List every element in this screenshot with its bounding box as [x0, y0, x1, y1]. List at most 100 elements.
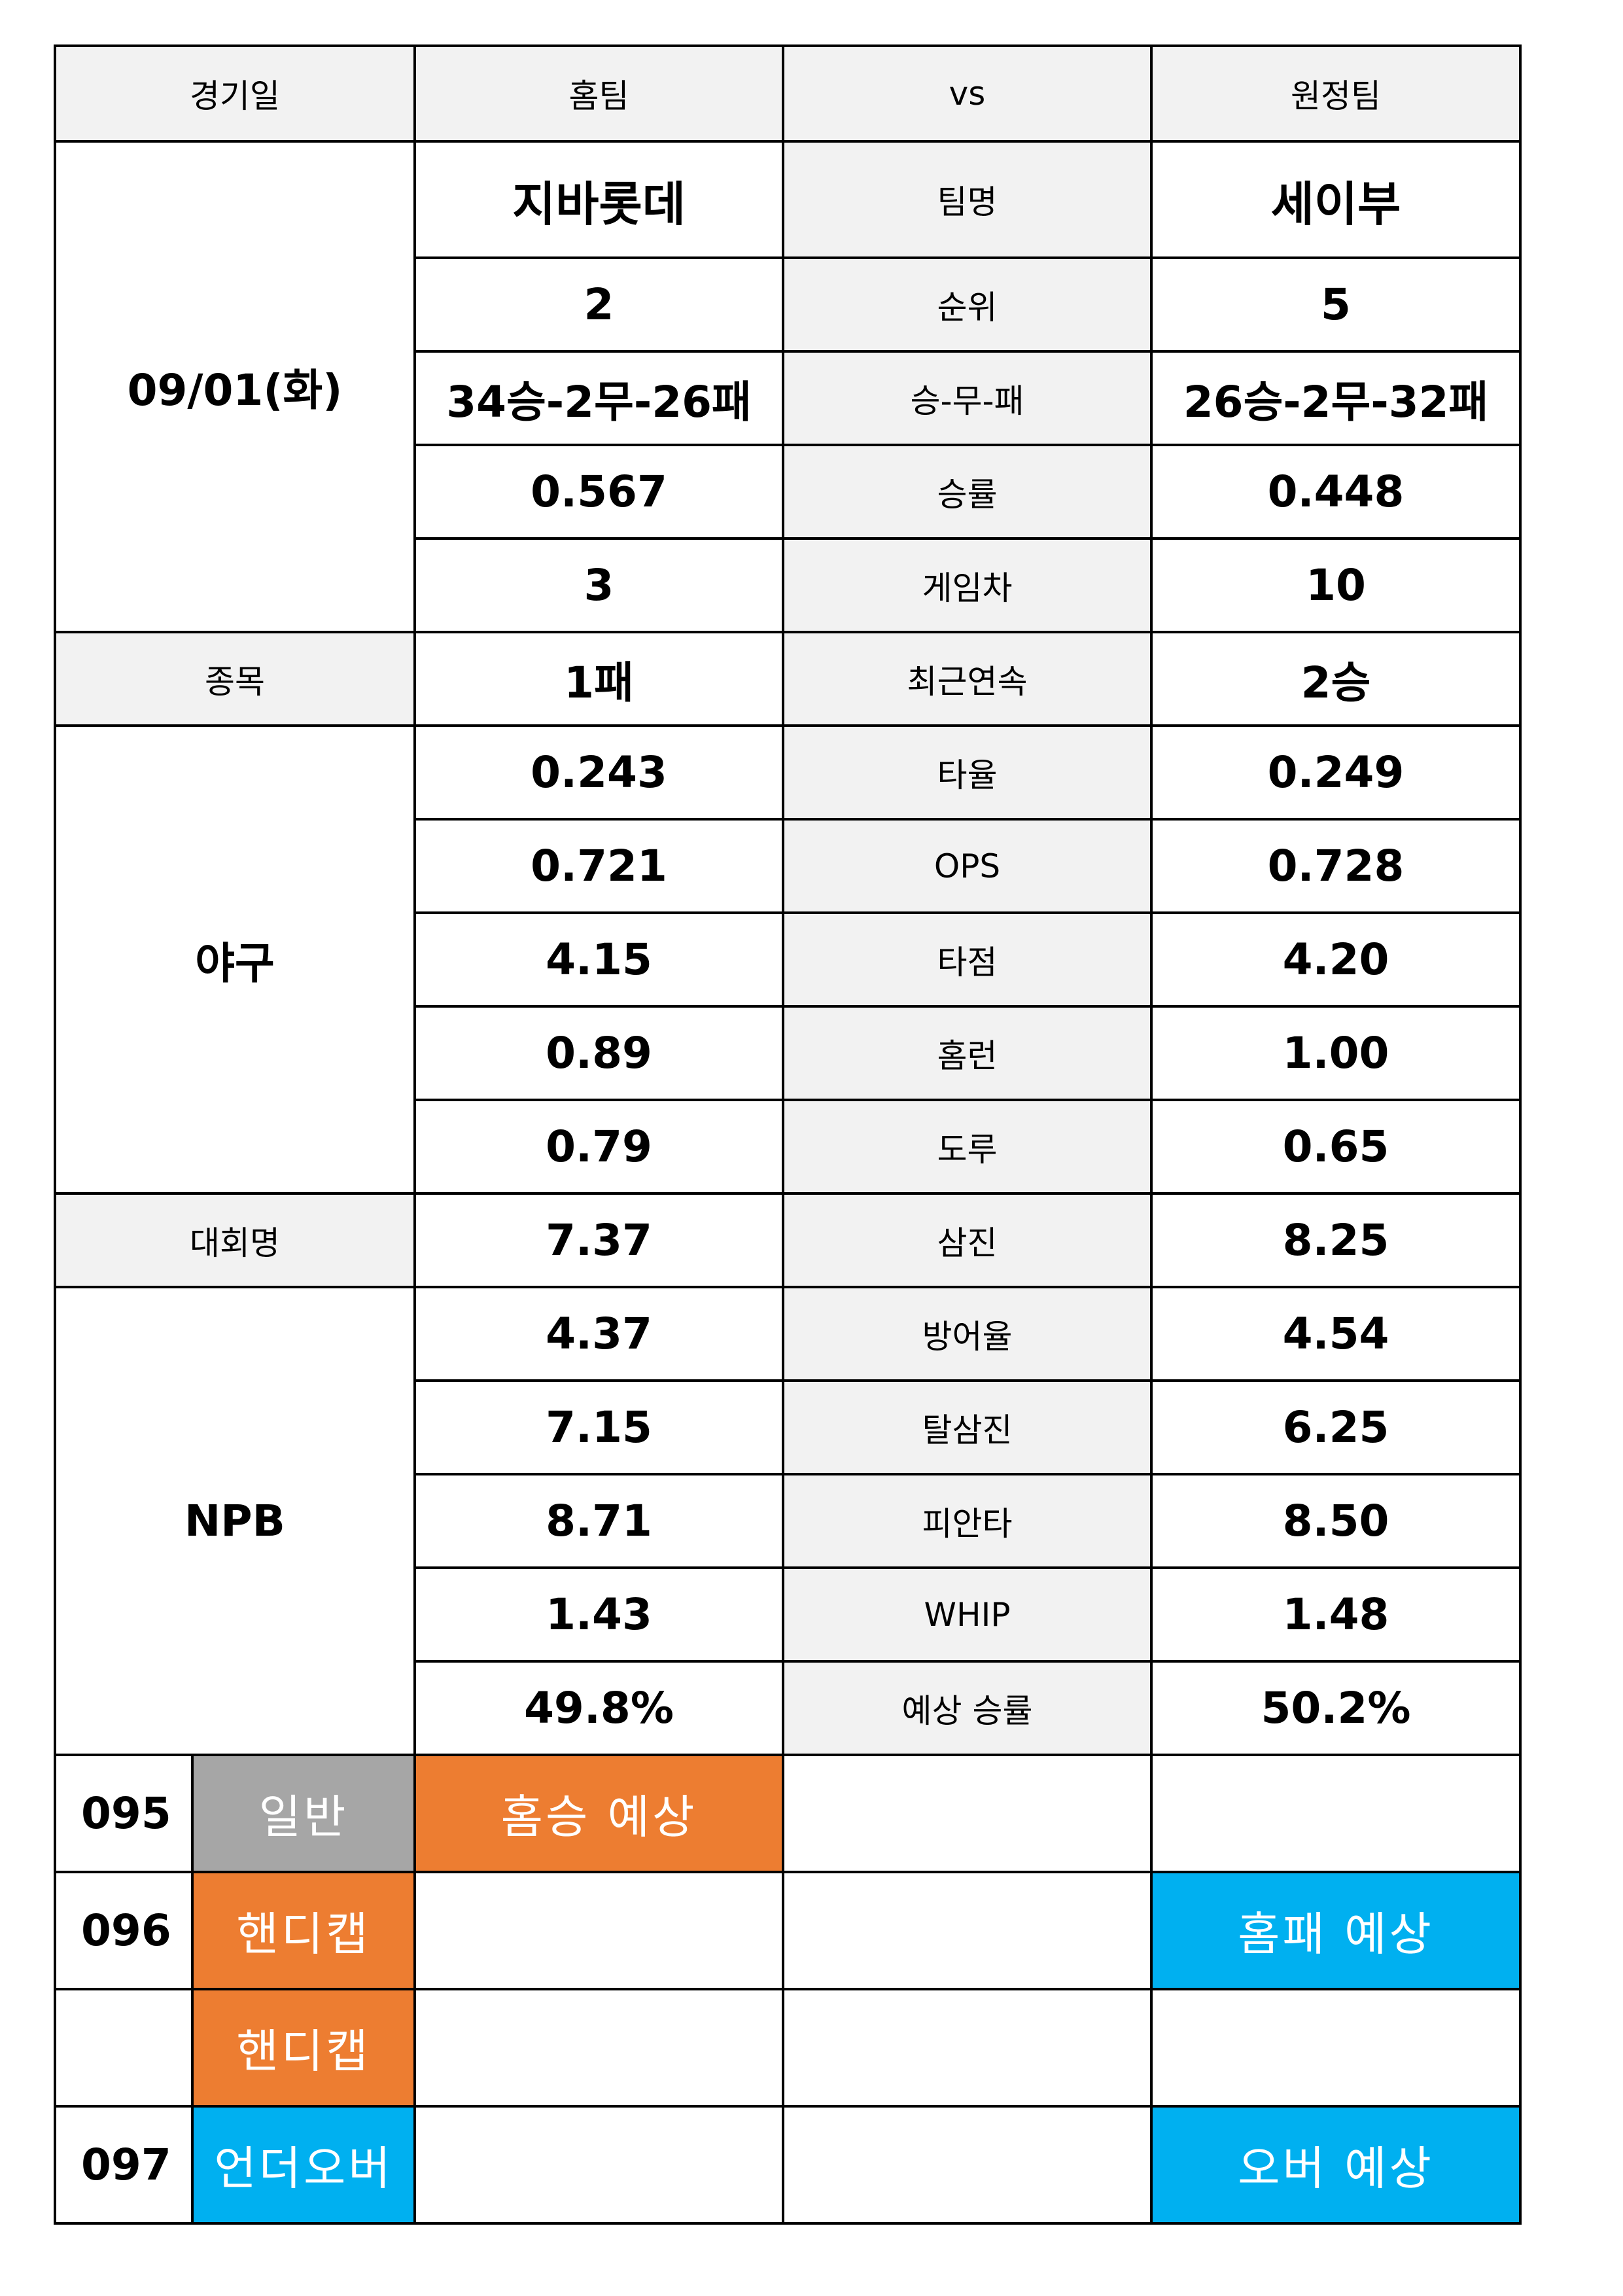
vs-pick-empty: [782, 1754, 1153, 1873]
game-number: 095: [54, 1754, 194, 1873]
bet-type-general: 일반: [191, 1754, 416, 1873]
stat-label: 게임차: [782, 537, 1153, 633]
away-stat-value: 10: [1150, 537, 1522, 633]
home-team-name: 지바롯데: [413, 140, 784, 259]
stat-label: 타점: [782, 911, 1153, 1008]
stat-label: 순위: [782, 256, 1153, 353]
stat-row-games-behind: 3 게임차 10: [55, 537, 1522, 633]
game-number: 096: [54, 1871, 194, 1990]
away-team-header: 원정팀: [1150, 44, 1522, 143]
match-analysis-table: 경기일 홈팀 vs 원정팀 09/01(화) 지바롯데 팀명 세이부 2 순위 …: [54, 44, 1522, 2225]
stat-row-win-rate: 0.567 승률 0.448: [55, 444, 1522, 540]
game-number: 097: [54, 2105, 194, 2225]
away-stat-value: 0.249: [1150, 724, 1522, 821]
stat-label: 삼진: [782, 1192, 1153, 1288]
vs-header: vs: [782, 44, 1153, 143]
pick-row: 핸디캡: [54, 1988, 1522, 2108]
stat-label: 예상 승률: [782, 1660, 1153, 1756]
pick-row: 095 일반 홈승 예상: [54, 1754, 1522, 1873]
stat-row-ops: 0.721 OPS 0.728: [55, 818, 1522, 914]
header-row: 경기일 홈팀 vs 원정팀: [54, 44, 1522, 143]
away-stat-value: 8.25: [1150, 1192, 1522, 1288]
league-label: 대회명: [54, 1192, 416, 1288]
stat-label: 피안타: [782, 1473, 1153, 1569]
stat-label: 팀명: [782, 140, 1153, 259]
away-pick: [1150, 1988, 1522, 2108]
home-stat-value: 0.721: [413, 818, 784, 914]
stat-row-rbi: 4.15 타점 4.20: [55, 911, 1522, 1008]
stat-label: 방어율: [782, 1286, 1153, 1382]
stat-row-rank: 2 순위 5: [55, 256, 1522, 353]
home-stat-value: 2: [413, 256, 784, 353]
match-date: 09/01(화): [54, 140, 416, 633]
sport-label: 종목: [54, 631, 416, 727]
home-stat-value: 7.15: [413, 1379, 784, 1475]
stat-row-steals: 0.79 도루 0.65: [55, 1099, 1522, 1195]
away-pick: 홈패 예상: [1150, 1871, 1522, 1990]
away-stat-value: 50.2%: [1150, 1660, 1522, 1756]
home-pick: [413, 1871, 784, 1990]
home-stat-value: 1패: [413, 631, 784, 727]
home-team-header: 홈팀: [413, 44, 784, 143]
home-stat-value: 34승-2무-26패: [413, 350, 784, 446]
vs-pick-empty: [782, 1988, 1153, 2108]
away-stat-value: 0.728: [1150, 818, 1522, 914]
stat-row-streak: 종목 1패 최근연속 2승: [54, 631, 1522, 727]
date-header: 경기일: [54, 44, 416, 143]
bet-type-handicap: 핸디캡: [191, 1871, 416, 1990]
stat-label: 승률: [782, 444, 1153, 540]
away-stat-value: 5: [1150, 256, 1522, 353]
home-stat-value: 0.567: [413, 444, 784, 540]
home-stat-value: 49.8%: [413, 1660, 784, 1756]
away-stat-value: 6.25: [1150, 1379, 1522, 1475]
bet-type-under-over: 언더오버: [191, 2105, 416, 2225]
stat-row-home-runs: 0.89 홈런 1.00: [55, 1005, 1522, 1101]
away-stat-value: 1.00: [1150, 1005, 1522, 1101]
home-stat-value: 0.89: [413, 1005, 784, 1101]
away-stat-value: 2승: [1150, 631, 1522, 727]
stat-row-whip: 1.43 WHIP 1.48: [55, 1566, 1522, 1663]
stat-row-expected-win-rate: 49.8% 예상 승률 50.2%: [55, 1660, 1522, 1756]
pick-row: 097 언더오버 오버 예상: [54, 2105, 1522, 2225]
stat-row-team-name: 09/01(화) 지바롯데 팀명 세이부: [54, 140, 1522, 633]
stat-row-strikeouts: 대회명 7.37 삼진 8.25: [54, 1192, 1522, 1288]
away-stat-value: 1.48: [1150, 1566, 1522, 1663]
away-pick: 오버 예상: [1150, 2105, 1522, 2225]
away-stat-value: 0.448: [1150, 444, 1522, 540]
stat-label: WHIP: [782, 1566, 1153, 1663]
home-pick: [413, 2105, 784, 2225]
home-stat-value: 7.37: [413, 1192, 784, 1288]
stat-label: OPS: [782, 818, 1153, 914]
home-stat-value: 4.37: [413, 1286, 784, 1382]
league-value: NPB: [54, 1286, 416, 1756]
stat-label: 타율: [782, 724, 1153, 821]
home-stat-value: 4.15: [413, 911, 784, 1008]
game-number: [54, 1988, 194, 2108]
away-stat-value: 0.65: [1150, 1099, 1522, 1195]
home-pick: [413, 1988, 784, 2108]
away-stat-value: 26승-2무-32패: [1150, 350, 1522, 446]
vs-pick-empty: [782, 1871, 1153, 1990]
sport-value: 야구: [54, 724, 416, 1195]
away-team-name: 세이부: [1150, 140, 1522, 259]
away-stat-value: 4.20: [1150, 911, 1522, 1008]
stat-row-era: NPB 4.37 방어율 4.54: [54, 1286, 1522, 1756]
home-stat-value: 0.79: [413, 1099, 784, 1195]
home-stat-value: 8.71: [413, 1473, 784, 1569]
vs-pick-empty: [782, 2105, 1153, 2225]
stat-label: 홈런: [782, 1005, 1153, 1101]
stat-label: 승-무-패: [782, 350, 1153, 446]
stat-label: 최근연속: [782, 631, 1153, 727]
stat-label: 탈삼진: [782, 1379, 1153, 1475]
away-stat-value: 8.50: [1150, 1473, 1522, 1569]
pick-row: 096 핸디캡 홈패 예상: [54, 1871, 1522, 1990]
stat-row-batting-avg: 야구 0.243 타율 0.249: [54, 724, 1522, 1195]
away-pick: [1150, 1754, 1522, 1873]
home-pick: 홈승 예상: [413, 1754, 784, 1873]
stat-label: 도루: [782, 1099, 1153, 1195]
home-stat-value: 1.43: [413, 1566, 784, 1663]
bet-type-handicap: 핸디캡: [191, 1988, 416, 2108]
home-stat-value: 0.243: [413, 724, 784, 821]
stat-row-hits-allowed: 8.71 피안타 8.50: [55, 1473, 1522, 1569]
stat-row-record: 34승-2무-26패 승-무-패 26승-2무-32패: [55, 350, 1522, 446]
